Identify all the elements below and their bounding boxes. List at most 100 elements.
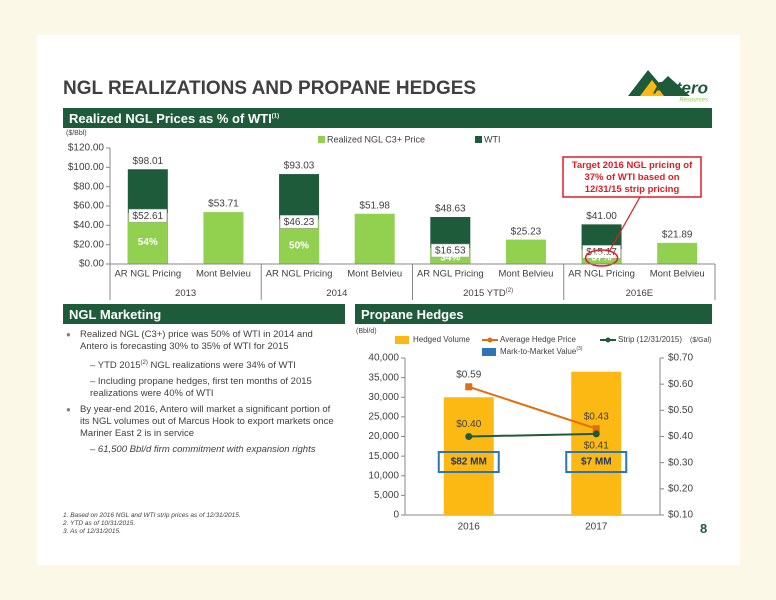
label-box <box>431 243 470 258</box>
group-label: 2015 YTD(2) <box>463 288 513 299</box>
note: (2) <box>140 360 148 366</box>
y-tick-label: 30,000 <box>368 392 399 403</box>
section-title: NGL Marketing <box>69 307 162 322</box>
y-tick-label: 40,000 <box>368 353 399 364</box>
y2-tick-label: $0.40 <box>668 431 693 442</box>
value-label: $46.23 <box>284 217 315 228</box>
group-label: 2013 <box>175 288 196 299</box>
x-tick-label: AR NGL Pricing <box>266 269 333 280</box>
legend-label: Mark-to-Market Value(3) <box>500 346 583 356</box>
marker <box>465 433 473 440</box>
mtm-box <box>437 451 500 473</box>
axis-unit: (Bbl/d) <box>356 328 377 335</box>
x-tick-label: AR NGL Pricing <box>114 269 181 280</box>
y-tick-label: 20,000 <box>368 431 399 442</box>
text: NGL realizations were 34% of WTI <box>147 360 296 372</box>
axis-unit: ($/Gal) <box>690 337 711 344</box>
ratio-label: 34% <box>440 253 460 264</box>
group-label: 2016E <box>626 288 653 299</box>
value-label: $93.03 <box>284 161 315 172</box>
sub-bullet: – Including propane hedges, first ten mo… <box>90 376 312 400</box>
x-tick-label: AR NGL Pricing <box>568 269 635 280</box>
callout-line <box>609 196 641 252</box>
x-tick-label: 2016 <box>458 522 481 533</box>
y-tick-label: $80.00 <box>73 181 104 192</box>
value-label: $15.17 <box>586 247 617 258</box>
value-label: $25.23 <box>511 226 542 237</box>
value-label: $98.01 <box>133 156 164 167</box>
legend-text: Average Hedge Price <box>500 335 576 344</box>
footnote: 2. YTD as of 10/31/2015. <box>63 520 136 527</box>
value-label: $51.98 <box>359 200 390 211</box>
axis-unit: ($/Bbl) <box>66 130 87 137</box>
legend-swatch <box>395 336 409 344</box>
legend-text: Hedged Volume <box>413 335 470 344</box>
value-label: $0.59 <box>456 369 481 380</box>
value-label: $52.61 <box>133 211 164 222</box>
value-label: $48.63 <box>435 204 466 215</box>
y-tick-label: $100.00 <box>68 162 105 173</box>
group-text: 2015 YTD <box>463 288 506 299</box>
line <box>468 385 597 430</box>
line <box>468 432 597 438</box>
x-tick-label: Mont Belvieu <box>196 269 251 280</box>
y-tick-label: $40.00 <box>73 220 104 231</box>
y-tick-label: $120.00 <box>68 143 105 154</box>
bullet: By year-end 2016, Antero will market a s… <box>66 404 338 440</box>
text: – YTD 2015 <box>90 360 141 372</box>
y-tick-label: $0.00 <box>79 259 104 270</box>
x-tick-label: Mont Belvieu <box>650 269 705 280</box>
legend-swatch <box>482 348 496 356</box>
bar <box>571 371 622 515</box>
section-header: Propane Hedges <box>355 304 712 324</box>
value-label: $0.43 <box>584 411 609 422</box>
label-box <box>128 208 168 223</box>
mtm-box <box>565 451 628 473</box>
bar <box>505 239 546 264</box>
marker <box>592 430 600 438</box>
page-number: 8 <box>700 521 708 536</box>
marker <box>465 383 473 391</box>
legend-marker <box>605 337 611 343</box>
footnote: 1. Based on 2016 NGL and WTI strip price… <box>63 512 241 519</box>
ratio-label: 37% <box>592 253 612 264</box>
value-label: $16.53 <box>435 246 466 257</box>
y-tick-label: $60.00 <box>73 201 104 212</box>
slide-title: NGL REALIZATIONS AND PROPANE HEDGES <box>63 78 477 99</box>
legend-label: Average Hedge Price <box>500 335 576 344</box>
y-tick-label: 10,000 <box>368 470 399 481</box>
logo-mountain <box>628 70 690 96</box>
x-tick-label: Mont Belvieu <box>498 269 553 280</box>
section-header: Realized NGL Prices as % of WTI(1) <box>63 108 712 128</box>
footnotes: 1. Based on 2016 NGL and WTI strip price… <box>63 512 241 536</box>
legend-label: WTI <box>484 134 501 144</box>
y-tick-label: 15,000 <box>368 451 399 462</box>
y2-tick-label: $0.60 <box>668 379 693 390</box>
ratio-label: 54% <box>138 237 158 248</box>
bar <box>443 397 494 515</box>
value-label: $53.71 <box>208 199 239 210</box>
marker <box>592 425 600 433</box>
label-box <box>279 215 319 229</box>
title-note: (1) <box>271 113 280 120</box>
sub-bullet: – 61,500 Bbl/d firm commitment with expa… <box>90 444 316 456</box>
chart-title: Realized NGL Prices as % of WTI <box>69 111 272 126</box>
callout-text: Target 2016 NGL pricing of 37% of WTI ba… <box>571 160 693 195</box>
legend-label: Realized NGL C3+ Price <box>327 134 425 144</box>
y2-tick-label: $0.50 <box>668 405 693 416</box>
y2-tick-label: $0.70 <box>668 353 693 364</box>
y-tick-label: $20.00 <box>73 239 104 250</box>
section-header: NGL Marketing <box>63 304 345 324</box>
value-label: $21.89 <box>662 229 693 240</box>
ratio-label: 50% <box>289 240 309 251</box>
group-text: 2013 <box>175 288 196 299</box>
bullet-list: Realized NGL (C3+) price was 50% of WTI … <box>66 329 338 460</box>
y-tick-label: 0 <box>393 510 399 521</box>
y2-tick-label: $0.30 <box>668 457 693 468</box>
logo-sun <box>640 80 664 96</box>
legend-note: (3) <box>576 346 582 352</box>
bar <box>203 212 244 264</box>
bar <box>657 242 698 264</box>
